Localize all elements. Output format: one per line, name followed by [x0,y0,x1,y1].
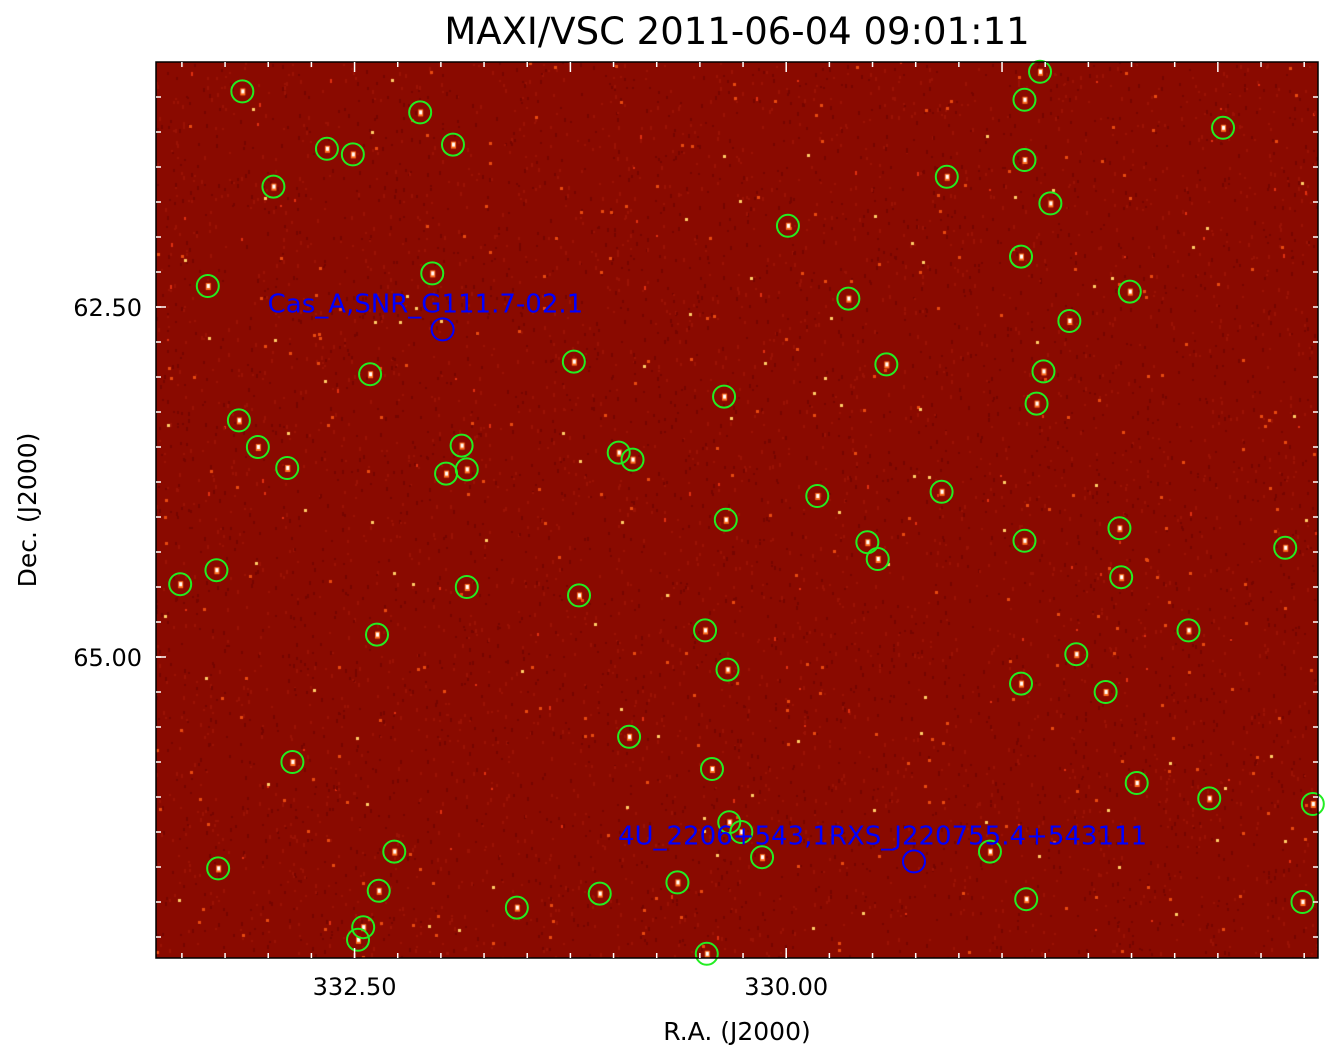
detected-source-marker [713,507,738,532]
detected-source-marker [365,622,390,647]
detected-source-marker [717,810,742,835]
detected-source-marker [1109,565,1134,590]
detected-source-marker [204,558,229,583]
detected-source-marker [454,575,479,599]
detected-source-marker [1107,516,1132,541]
detected-source-marker [1064,642,1089,667]
detected-source-marker [620,447,645,472]
detected-source-marker [366,878,391,903]
catalog-source-marker [901,849,926,874]
detected-source-marker [195,274,220,298]
detected-source-marker [1197,786,1222,811]
detected-source-marker [1024,391,1049,416]
detected-source-marker [280,750,305,774]
detected-source-marker [346,927,371,952]
detected-source-marker [434,461,459,486]
detected-source-marker [1012,148,1037,172]
detected-source-marker [261,174,286,199]
detected-source-marker [934,164,959,189]
catalog-source-label: Cas_A,SNR_G111.7-02.1 [268,289,584,319]
detected-source-marker [245,435,270,459]
detected-source-marker [805,484,830,508]
detected-source-marker [275,456,300,480]
detected-source-marker [440,132,465,157]
detected-source-marker [314,136,339,161]
detected-source-marker [561,349,586,374]
detected-source-marker [929,479,954,504]
detected-source-marker [694,941,719,966]
detected-source-marker [1012,528,1037,553]
detected-source-marker [1009,671,1034,696]
detected-source-marker [775,213,800,238]
detected-source-marker [617,724,642,749]
detected-source-marker [836,286,861,311]
x-axis-label: R.A. (J2000) [663,1017,811,1046]
detected-source-marker [606,440,631,465]
detected-source-marker [226,408,251,433]
detected-source-marker [1009,244,1034,269]
detected-source-marker [351,915,376,940]
detected-source-marker [1300,792,1325,816]
detected-source-marker [1273,535,1298,560]
detected-source-marker [729,820,754,844]
plot-frame [155,61,1319,959]
detected-source-marker [699,757,724,781]
sky-image [156,62,1318,958]
detected-source-marker [1211,115,1236,140]
detected-source-marker [358,362,383,387]
detected-source-marker [504,895,529,920]
detected-source-marker [1290,890,1315,914]
y-tick-label: 65.00 [73,644,142,672]
y-axis-label: Dec. (J2000) [13,433,42,588]
detected-source-marker [1028,59,1053,84]
detected-source-marker [230,79,255,104]
detected-source-marker [567,583,592,608]
detected-source-marker [1117,279,1142,304]
detected-source-marker [382,839,407,864]
detected-source-marker [1031,359,1056,384]
detected-source-marker [454,457,479,482]
x-tick-label: 330.00 [744,973,828,1001]
detected-source-marker [587,881,612,906]
catalog-source-marker [430,317,455,342]
x-tick-label: 332.50 [313,973,397,1001]
detected-source-marker [1057,309,1082,333]
detected-source-marker [1093,680,1118,704]
detected-source-marker [712,384,737,409]
detected-source-marker [1038,191,1063,216]
detected-source-marker [1124,771,1149,795]
detected-source-marker [168,572,193,597]
catalog-source-label: 4U_2206+543,1RXS_J220755.4+543111 [618,821,1147,851]
detected-source-marker [340,142,365,167]
detected-source-marker [715,657,740,682]
detected-source-marker [420,261,445,286]
chart-title: MAXI/VSC 2011-06-04 09:01:11 [444,10,1030,53]
detected-source-marker [1014,887,1039,912]
detected-source-marker [665,870,690,895]
detected-source-marker [874,352,899,377]
y-tick-label: 62.50 [73,294,142,322]
detected-source-marker [206,856,231,881]
detected-source-marker [693,618,718,643]
detected-source-marker [865,547,890,571]
detected-source-marker [1176,618,1201,643]
detected-source-marker [449,433,474,458]
detected-source-marker [1012,87,1037,112]
detected-source-marker [408,100,433,125]
detected-source-marker [750,845,775,870]
detected-source-marker [855,530,880,555]
detected-source-marker [977,839,1002,864]
